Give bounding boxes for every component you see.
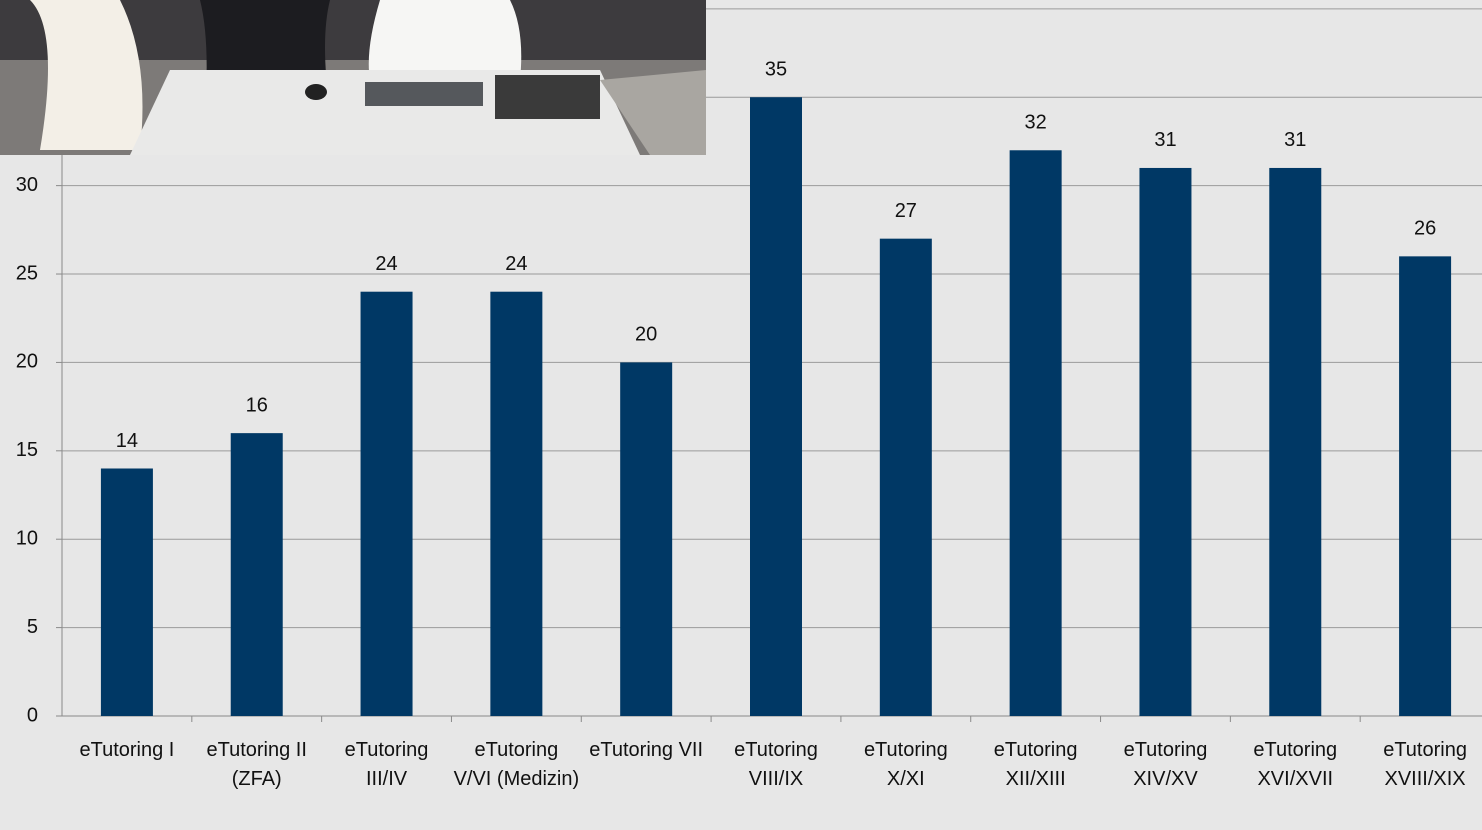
value-label: 16 <box>246 394 268 416</box>
bar <box>879 238 932 716</box>
value-label: 14 <box>116 430 138 452</box>
value-label: 35 <box>765 59 787 81</box>
photo <box>0 0 706 155</box>
y-tick-label: 30 <box>16 174 38 196</box>
y-tick-label: 5 <box>27 616 38 638</box>
bar <box>1399 256 1452 716</box>
x-tick-label: eTutoring III/IV <box>344 739 429 790</box>
x-tick-label: eTutoring VII <box>589 739 704 761</box>
x-tick-label: eTutoring XVIII/XIX <box>1383 739 1467 790</box>
bar <box>620 362 673 716</box>
bar <box>750 97 802 717</box>
value-label: 32 <box>1025 112 1047 134</box>
value-label: 27 <box>895 200 917 222</box>
bar <box>1009 150 1062 716</box>
x-tick-label: eTutoring XVI/XVII <box>1253 739 1338 790</box>
bar <box>360 291 413 716</box>
bar <box>1269 167 1322 716</box>
x-tick-label: eTutoring XII/XIII <box>993 739 1078 790</box>
y-tick-label: 25 <box>16 262 38 284</box>
x-tick-label: eTutoring II (ZFA) <box>206 739 307 790</box>
value-label: 24 <box>375 253 397 275</box>
value-label: 24 <box>505 253 527 275</box>
bar <box>490 291 543 716</box>
bar <box>1139 167 1192 716</box>
x-tick-label: eTutoring I <box>79 739 175 761</box>
value-label: 31 <box>1154 129 1176 151</box>
y-tick-label: 0 <box>27 704 38 726</box>
plot: 05101520253035401416242420352732313126 <box>16 0 1482 726</box>
x-tick-label: eTutoring X/XI <box>863 739 948 790</box>
value-label: 26 <box>1414 218 1436 240</box>
y-tick-label: 20 <box>16 351 38 373</box>
x-tick-label: eTutoring V/VI (Medizin) <box>453 739 580 790</box>
bar <box>230 433 283 716</box>
value-label: 31 <box>1284 129 1306 151</box>
value-label: 20 <box>635 324 657 346</box>
x-tick-label: eTutoring XIV/XV <box>1123 739 1208 790</box>
y-tick-label: 10 <box>16 527 38 549</box>
bar <box>100 468 153 716</box>
x-tick-label: eTutoring VIII/IX <box>734 739 818 790</box>
y-tick-label: 15 <box>16 439 38 461</box>
